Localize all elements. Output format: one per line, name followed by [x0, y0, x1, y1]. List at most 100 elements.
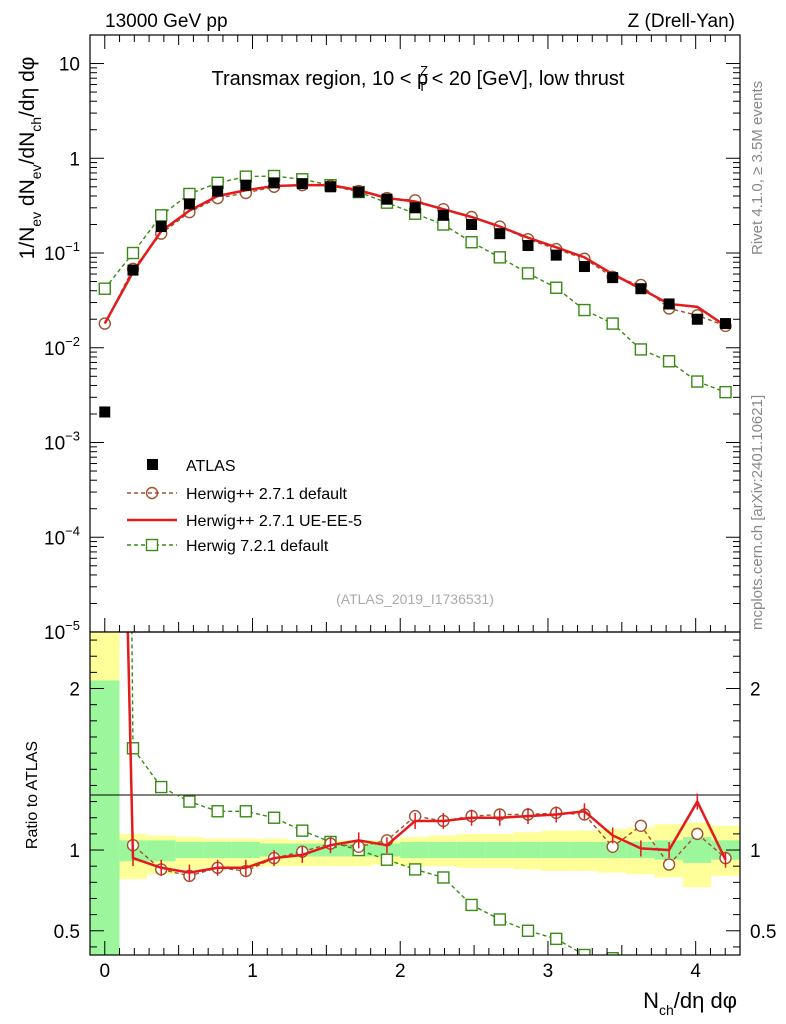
x-tick-label: 1: [247, 961, 258, 982]
herwig721-point: [126, 246, 140, 260]
main-y-tick-label: 1: [69, 149, 80, 170]
atlas-point: [296, 178, 308, 190]
ratio-herwig721-point: [155, 780, 168, 794]
series-line-herwig-7-2-1-default: [104, 175, 726, 393]
series-herwigpp-2-7-1-ue-ee-5: [103, 183, 727, 327]
x-tick-label: 3: [543, 961, 554, 982]
x-tick-label: 0: [99, 961, 110, 982]
band-inner-bin: [456, 841, 486, 859]
ratio-herwig721-point: [183, 795, 196, 808]
main-y-tick-label: 10−4: [44, 523, 80, 549]
legend-label-herwig721: Herwig 7.2.1 default: [186, 538, 329, 555]
x-tick-label: 2: [395, 961, 406, 982]
legend-entry-herwigpp-ueee5: Herwig++ 2.7.1 UE-EE-5: [127, 513, 362, 530]
band-inner-bin: [175, 841, 204, 859]
ratio-frame: [89, 631, 741, 956]
ratio-series-herwigpp-2-7-1-default: [126, 632, 732, 883]
main-axis-ticks: [89, 34, 741, 633]
atlas-point: [691, 313, 703, 325]
band-inner-bin: [513, 841, 542, 859]
atlas-point: [127, 264, 139, 276]
main-y-tick-labels: 10 1 10−1 10−2 10−3 10−4 10−5: [44, 55, 80, 644]
analysis-watermark: (ATLAS_2019_I1736531): [336, 591, 494, 607]
atlas-point: [720, 318, 732, 330]
band-inner-bin: [231, 841, 260, 859]
x-tick-labels: 0 1 2 3 4: [99, 961, 701, 982]
x-axis-label: Nch/dη dφ: [643, 988, 737, 1018]
ratio-herwig721-point: [521, 924, 535, 937]
ratio-y-tick-label-left: 1: [69, 841, 80, 862]
band-inner-bin: [541, 841, 570, 859]
legend-label-herwigpp-ueee5: Herwig++ 2.7.1 UE-EE-5: [186, 513, 362, 530]
ratio-herwig721-point: [126, 742, 140, 755]
ratio-y-axis-label: Ratio to ATLAS: [24, 741, 41, 849]
herwig721-point: [578, 303, 591, 317]
main-y-tick-label: 10: [59, 55, 80, 76]
ratio-herwig721-point: [239, 805, 253, 818]
herwig721-point: [521, 267, 535, 280]
series-line-herwigpp-2-7-1-ue-ee-5: [103, 183, 727, 327]
main-y-axis-label: 1/Nev dNev/dNch/dη dφ: [16, 57, 44, 260]
ratio-herwigpp-default-point: [691, 827, 704, 841]
band-inner-bin: [428, 841, 457, 859]
ratio-herwig721-point: [493, 913, 506, 926]
ratio-herwig721-point: [578, 948, 591, 955]
main-y-tick-label: 10−5: [44, 618, 80, 644]
herwig721-point: [662, 355, 676, 368]
herwig721-point: [155, 209, 168, 222]
legend-label-atlas: ATLAS: [186, 458, 236, 475]
herwig721-point: [634, 343, 648, 356]
herwig721-point: [550, 281, 563, 294]
herwig721-point: [183, 187, 196, 201]
ratio-panel: 2 2 1 1 0.5 0.5 0 1 2 3 4 Ratio to ATLAS Nch/dη d…: [24, 631, 777, 1018]
herwig721-point: [606, 317, 619, 330]
ratio-herwig721-point: [211, 805, 224, 818]
atlas-point: [212, 185, 224, 197]
ratio-y-tick-label-right: 0.5: [750, 922, 776, 943]
legend-marker-herwig721: [145, 538, 159, 552]
ratio-y-tick-labels: 2 2 1 1 0.5 0.5: [54, 680, 777, 943]
band-inner-bin: [400, 841, 429, 859]
band-inner-bin: [203, 841, 232, 859]
band-inner-bin: [683, 837, 712, 863]
ratio-herwigpp-default-point: [662, 858, 676, 871]
atlas-point: [607, 272, 619, 284]
ratio-y-tick-label-left: 0.5: [54, 922, 80, 943]
herwig721-point: [98, 282, 111, 295]
ratio-line-herwigpp-2-7-1-ue-ee-5: [126, 632, 727, 874]
legend: ATLAS Herwig++ 2.7.1 default Herwig++ 2.…: [127, 458, 362, 555]
band-inner-bin: [146, 840, 176, 862]
ratio-herwig721-point: [437, 871, 450, 884]
ratio-y-tick-label-left: 2: [69, 680, 80, 701]
herwig721-point: [465, 236, 478, 249]
ratio-series-layer: [126, 632, 732, 955]
band-inner-bin: [485, 841, 514, 859]
atlas-point: [663, 298, 675, 310]
main-panel: 10 1 10−1 10−2 10−3 10−4 10−5 Transmax region,…: [16, 34, 741, 644]
legend-entry-herwig721: Herwig 7.2.1 default: [127, 538, 329, 555]
atlas-point: [494, 228, 506, 240]
atlas-point: [578, 261, 590, 273]
main-y-tick-label: 10−1: [44, 239, 80, 265]
main-y-tick-label: 10−2: [44, 334, 80, 360]
atlas-point: [381, 193, 393, 205]
header-left: 13000 GeV pp: [105, 11, 228, 32]
herwig721-point: [493, 251, 506, 264]
ratio-line-herwigpp-2-7-1-default: [127, 632, 726, 877]
ratio-y-tick-label-right: 2: [750, 680, 761, 701]
herwig721-point: [719, 385, 732, 399]
ratio-y-tick-label-right: 1: [750, 841, 761, 862]
ratio-uncertainty-bands: [90, 632, 740, 955]
legend-marker-herwigpp-default: [145, 486, 159, 500]
atlas-point: [183, 198, 195, 210]
atlas-point: [325, 181, 336, 193]
main-series-layer: [98, 169, 732, 418]
band-inner-bin: [259, 843, 288, 857]
ratio-herwig721-point: [380, 853, 394, 866]
main-title: Transmax region, 10 < pZ T < 20 [GeV], lo…: [212, 63, 625, 94]
mcplots-label: mcplots.cern.ch [arXiv:2401.10621]: [749, 395, 766, 630]
ratio-herwigpp-default-point: [634, 819, 648, 832]
legend-entry-atlas: ATLAS: [147, 458, 236, 475]
ratio-series-herwig-7-2-1-default: [126, 632, 619, 955]
